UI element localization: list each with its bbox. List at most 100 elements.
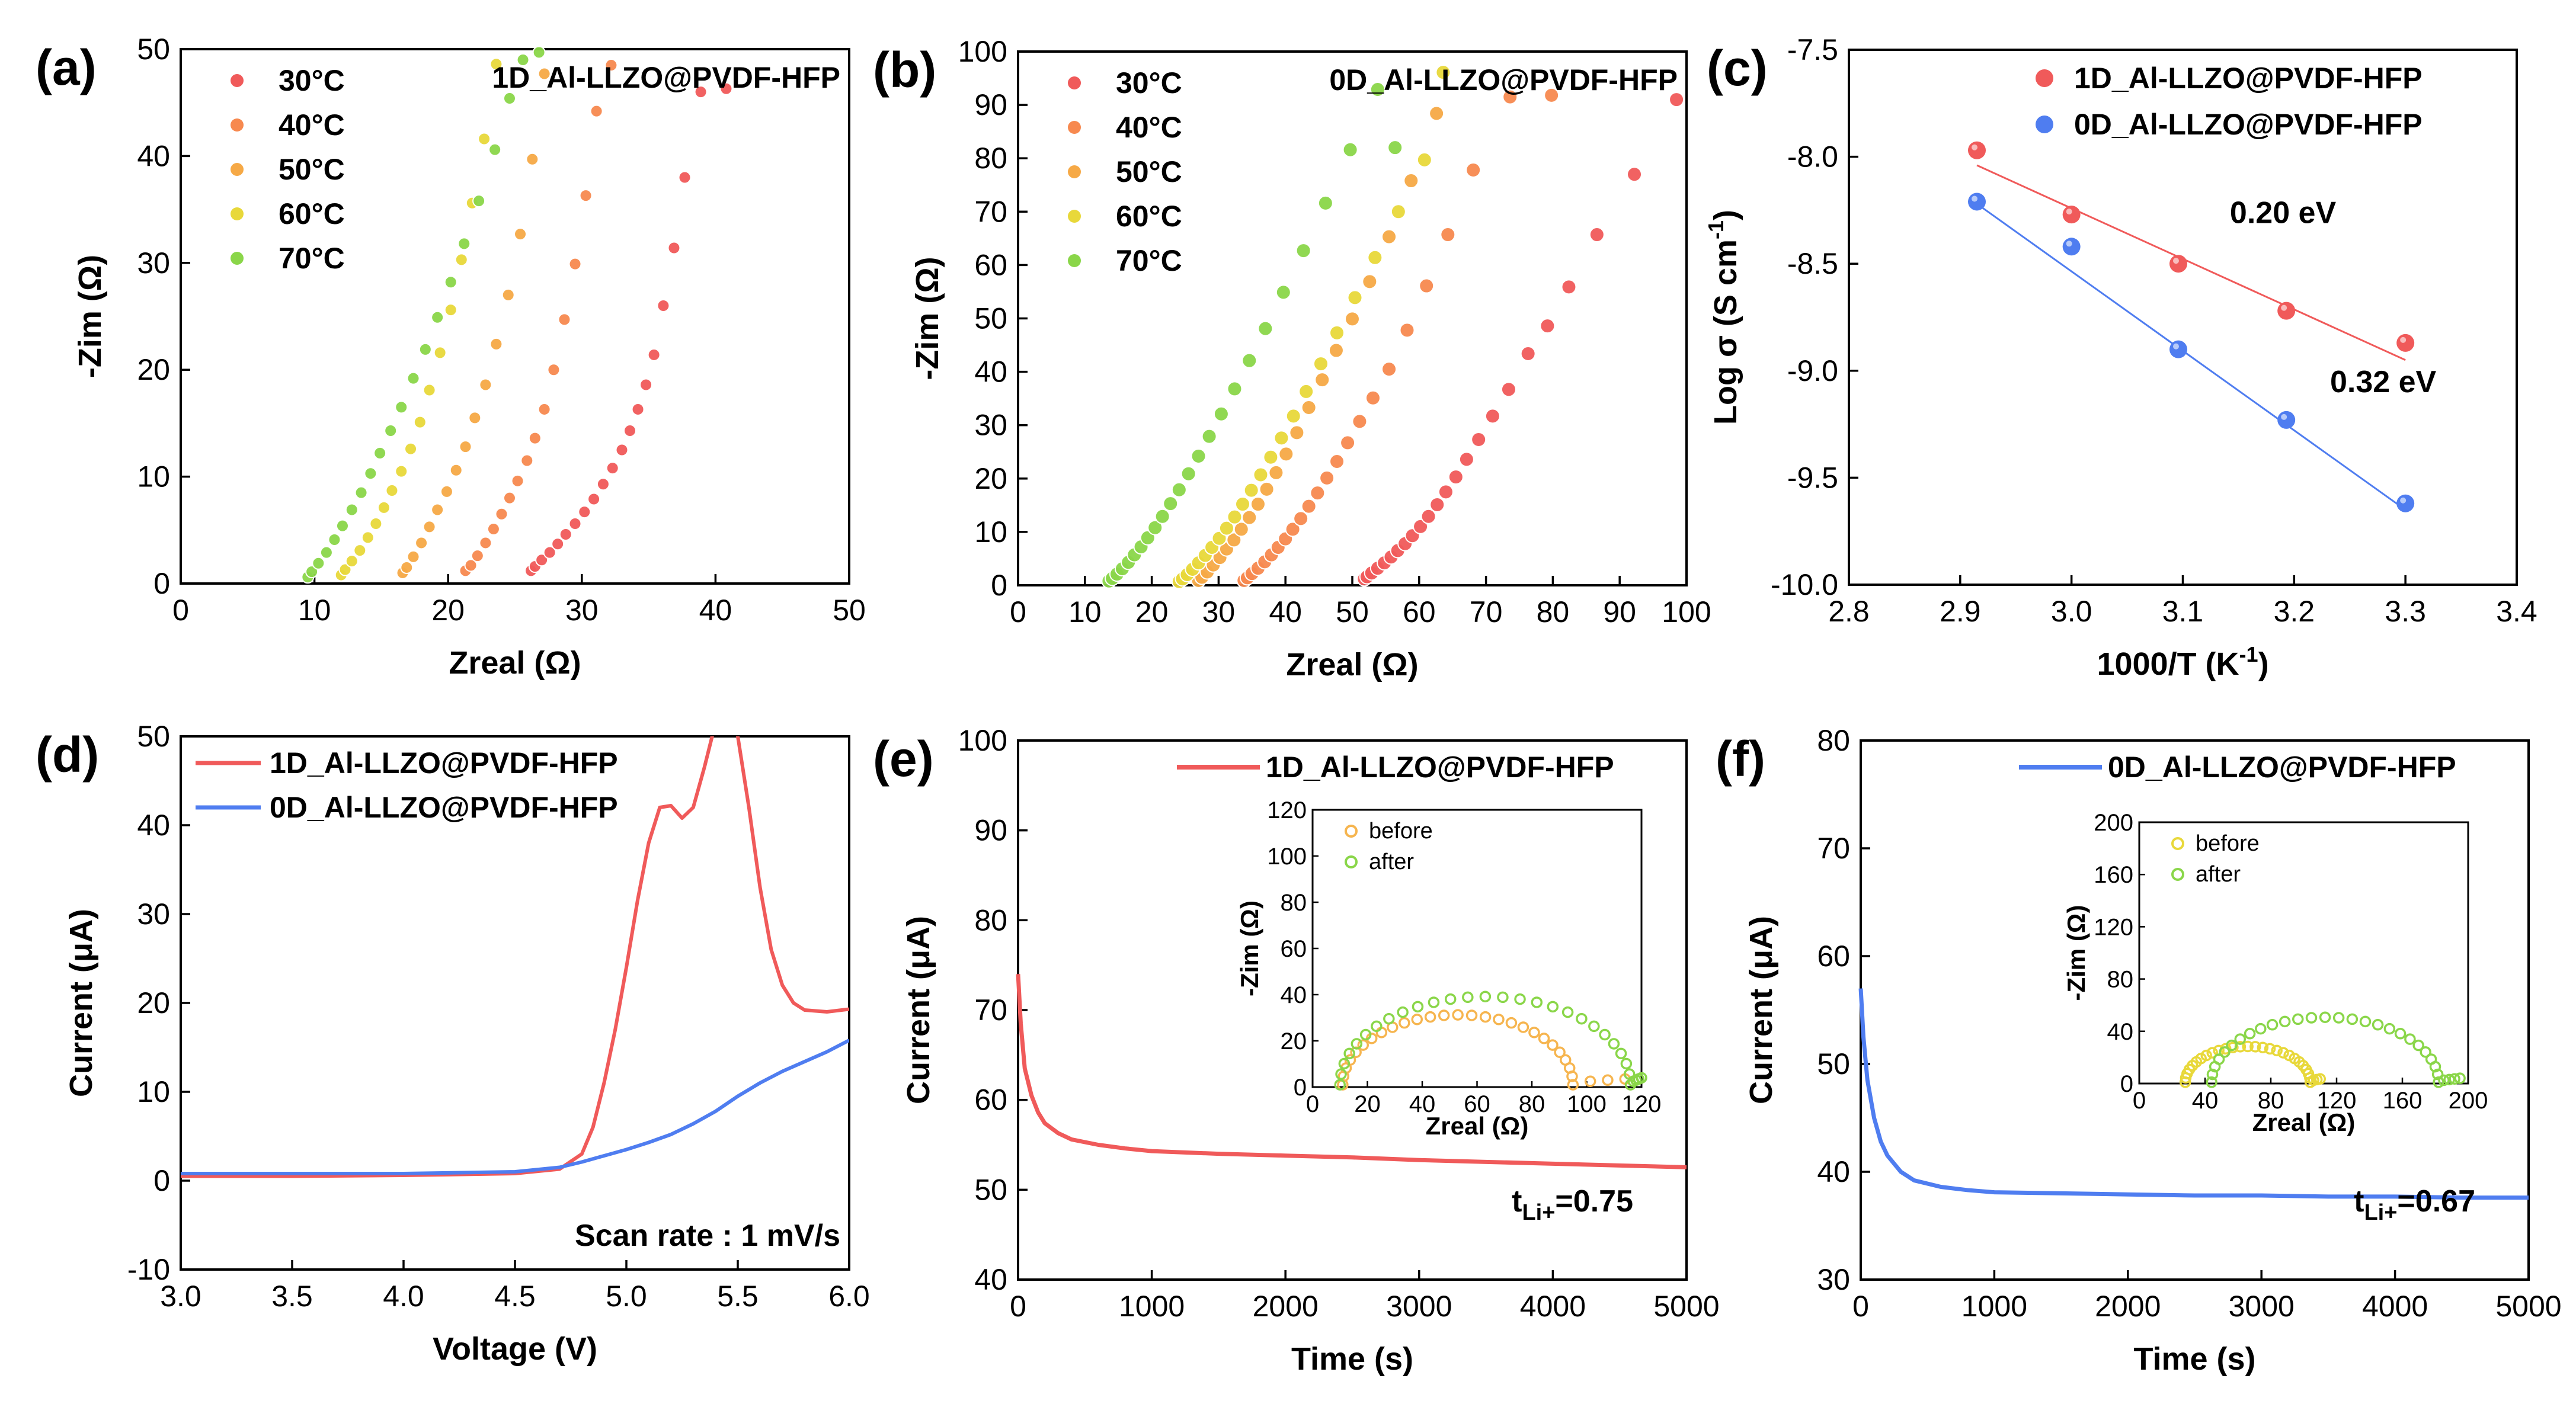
panel-label: (b) [873, 42, 936, 98]
x-tick-label: 5.5 [717, 1280, 759, 1313]
inset-y-tick-label: 100 [1267, 844, 1307, 870]
y-tick-label: 40 [137, 139, 170, 172]
data-point [2169, 255, 2187, 273]
data-point [1191, 448, 1207, 464]
x-axis-title: Time (s) [2133, 1341, 2255, 1377]
x-tick-label: 4.5 [494, 1280, 536, 1313]
inset-data-point [2305, 1012, 2318, 1024]
inset-y-tick-label: 60 [1281, 936, 1307, 962]
data-point [395, 464, 408, 478]
x-tick-label: 3.1 [2162, 595, 2204, 628]
data-point [558, 313, 571, 326]
x-tick-label: 3.2 [2274, 595, 2315, 628]
y-tick-label: 0 [153, 1164, 170, 1197]
data-point [1257, 320, 1273, 336]
panel-label: (a) [36, 40, 97, 95]
legend-entry: 0D_Al-LLZO@PVDF-HFP [2074, 108, 2423, 141]
data-point [1285, 521, 1301, 537]
y-tick-label: 80 [974, 903, 1007, 937]
inset-legend-marker [1345, 855, 1358, 868]
data-point [1201, 428, 1217, 444]
data-point [1213, 406, 1229, 422]
inset-y-tick-label: 20 [1281, 1028, 1307, 1054]
y-axis-title-end: ) [1708, 210, 1743, 220]
inset-legend-entry: before [1369, 819, 1433, 844]
inset-data-point [2213, 1053, 2225, 1065]
x-tick-label: 4.0 [383, 1280, 424, 1313]
data-point [1362, 274, 1378, 290]
data-point-highlight [2281, 304, 2287, 311]
data-point [1429, 105, 1445, 121]
data-point [345, 503, 359, 517]
inset-x-tick-label: 60 [1464, 1091, 1490, 1117]
y-tick-label: 90 [974, 814, 1007, 847]
inset-y-tick-label: 120 [1267, 797, 1307, 823]
data-point [2062, 206, 2081, 224]
panel-d: 3.0 3.5 4.0 4.5 5.0 5.5 6.0 -10 0 10 20 30 40 50 (d) Vo… [36, 720, 870, 1367]
inset-x-tick-label: 40 [2192, 1088, 2219, 1114]
data-point [384, 424, 398, 438]
x-axis-title: Voltage (V) [433, 1331, 597, 1367]
inset-data-point [1576, 1012, 1588, 1025]
data-point [1561, 279, 1577, 295]
y-tick-label: 10 [974, 515, 1007, 549]
legend-entry: 1D_Al-LLZO@PVDF-HFP [1266, 751, 1614, 784]
data-point [2396, 334, 2415, 352]
data-point [1345, 311, 1360, 327]
data-point [488, 143, 502, 156]
transference-number-value: =0.67 [2397, 1184, 2475, 1219]
inset-legend-marker [1345, 825, 1358, 838]
series-line [1858, 988, 2529, 1200]
x-tick-label: 2.9 [1940, 595, 1981, 628]
y-tick-label: 10 [137, 460, 170, 493]
transference-number-sub: Li+ [1522, 1200, 1555, 1225]
data-point [1268, 464, 1284, 480]
x-tick-label: 5000 [1653, 1290, 1719, 1323]
data-point [694, 85, 708, 99]
y-tick-label: 100 [958, 724, 1007, 757]
data-point [535, 553, 549, 567]
inset-x-tick-label: 100 [1567, 1091, 1607, 1117]
y-axis-title-sup: -1 [1704, 220, 1728, 239]
y-tick-label: 40 [137, 809, 170, 842]
legend-entry: 0D_Al-LLZO@PVDF-HFP [270, 791, 618, 824]
data-point [478, 132, 491, 146]
inset-data-point [1584, 1075, 1596, 1087]
data-point [657, 299, 670, 312]
data-point [1520, 345, 1536, 361]
data-point [1429, 496, 1445, 512]
data-point [1285, 408, 1301, 424]
data-point [1273, 430, 1289, 446]
data-point [1413, 518, 1429, 534]
series-line [181, 1038, 849, 1175]
inset-data-point [1465, 1009, 1478, 1021]
inset-data-point [2454, 1072, 2466, 1084]
transference-number-label: tLi+=0.75 [1512, 1184, 1633, 1225]
y-tick-label: -10 [127, 1253, 170, 1286]
inset-data-point [1636, 1072, 1647, 1084]
inset-legend-marker [2171, 837, 2184, 850]
transference-number-value: =0.75 [1555, 1184, 1633, 1219]
x-tick-label: 40 [1269, 595, 1302, 629]
data-point [579, 189, 593, 203]
plot-frame [180, 48, 850, 585]
data-point [1226, 532, 1242, 548]
legend-entry: 0D_Al-LLZO@PVDF-HFP [2108, 751, 2456, 784]
data-point [377, 501, 391, 514]
data-point [559, 528, 572, 541]
data-point [305, 565, 319, 579]
inset-data-point [1444, 993, 1457, 1005]
inset-data-point [1338, 1057, 1351, 1070]
data-point [1154, 508, 1170, 524]
data-point [1180, 466, 1196, 482]
inset-data-point [1383, 1012, 1395, 1025]
inset-data-point [1397, 1006, 1409, 1018]
data-point [1352, 413, 1368, 429]
data-point [1319, 470, 1335, 486]
inset-frame [2138, 821, 2469, 1085]
y-tick-label: 30 [974, 409, 1007, 442]
inset-data-point [1411, 1014, 1423, 1025]
inset-data-point [2449, 1073, 2460, 1085]
data-point [1340, 435, 1356, 451]
inset-data-point [1479, 1011, 1492, 1023]
